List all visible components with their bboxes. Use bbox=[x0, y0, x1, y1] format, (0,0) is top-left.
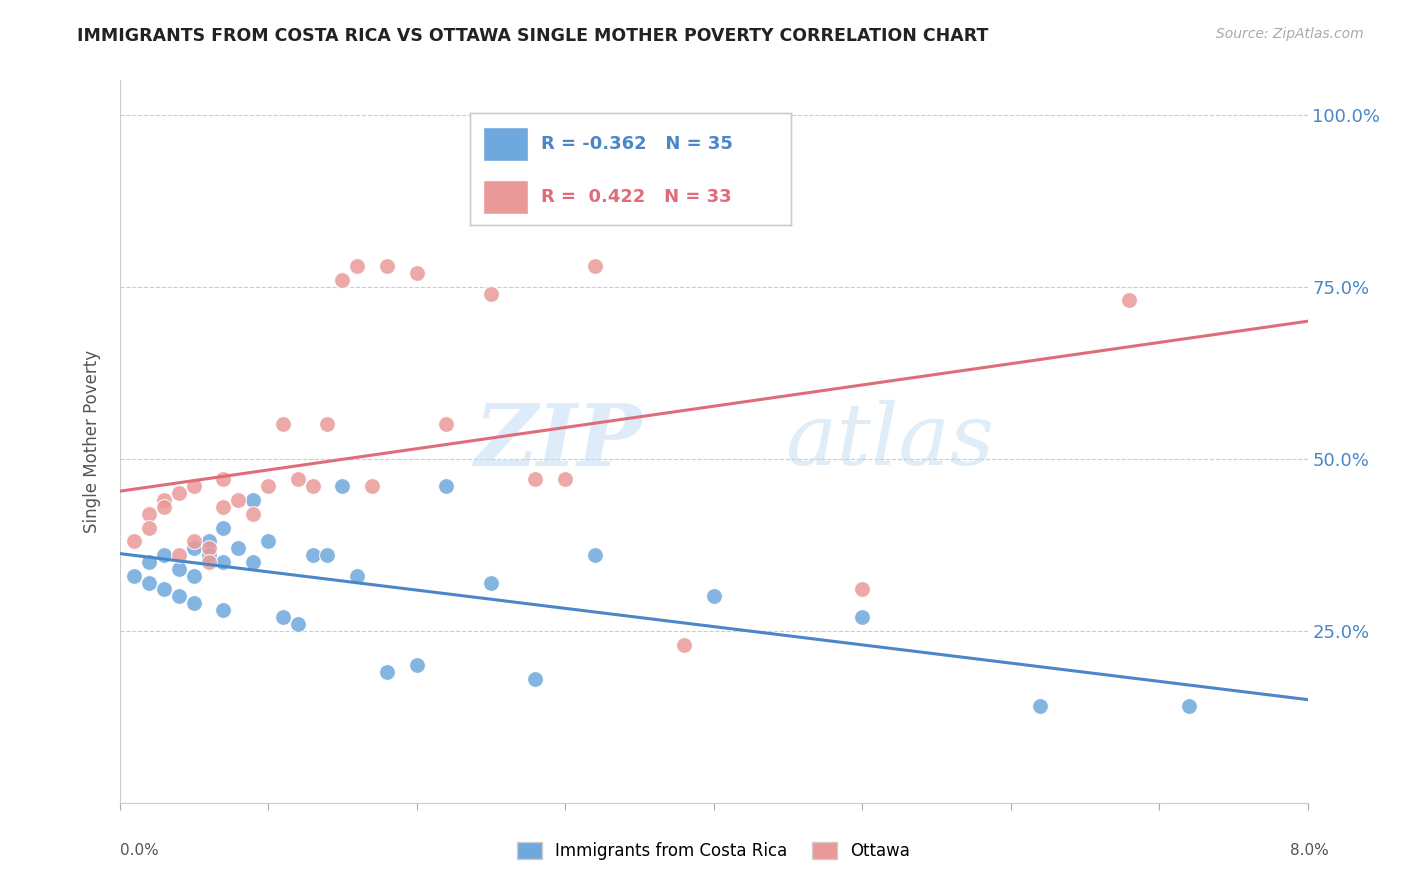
Point bbox=[479, 286, 502, 301]
Point bbox=[375, 665, 398, 679]
Point bbox=[167, 486, 190, 500]
Point bbox=[197, 534, 219, 549]
Point bbox=[301, 548, 323, 562]
Point bbox=[212, 555, 235, 569]
Point bbox=[124, 534, 146, 549]
Point bbox=[138, 575, 160, 590]
Point bbox=[851, 582, 873, 597]
Point bbox=[183, 568, 205, 582]
Point bbox=[434, 479, 457, 493]
Point bbox=[1118, 293, 1140, 308]
Point bbox=[183, 479, 205, 493]
Point bbox=[153, 548, 176, 562]
Point bbox=[301, 479, 323, 493]
Point bbox=[330, 273, 353, 287]
Point bbox=[316, 548, 339, 562]
Point bbox=[257, 479, 280, 493]
Point bbox=[228, 493, 250, 508]
Y-axis label: Single Mother Poverty: Single Mother Poverty bbox=[83, 350, 101, 533]
Text: atlas: atlas bbox=[785, 401, 994, 483]
Point bbox=[124, 568, 146, 582]
Point bbox=[405, 266, 427, 280]
Legend: Immigrants from Costa Rica, Ottawa: Immigrants from Costa Rica, Ottawa bbox=[510, 835, 917, 867]
Point bbox=[479, 575, 502, 590]
Point bbox=[346, 568, 368, 582]
Point bbox=[524, 472, 547, 486]
Point bbox=[183, 534, 205, 549]
Point bbox=[242, 555, 264, 569]
Point bbox=[138, 507, 160, 521]
Point bbox=[242, 493, 264, 508]
Point bbox=[1178, 699, 1201, 714]
Point bbox=[361, 479, 384, 493]
Point bbox=[197, 541, 219, 556]
Point bbox=[197, 548, 219, 562]
Point bbox=[212, 472, 235, 486]
Point bbox=[138, 555, 160, 569]
Point bbox=[212, 520, 235, 534]
Point bbox=[153, 493, 176, 508]
Point bbox=[524, 672, 547, 686]
Point bbox=[330, 479, 353, 493]
Point bbox=[703, 590, 725, 604]
Point bbox=[183, 541, 205, 556]
Point bbox=[583, 548, 606, 562]
Point bbox=[1029, 699, 1052, 714]
Point bbox=[242, 507, 264, 521]
Point bbox=[316, 417, 339, 432]
Text: Source: ZipAtlas.com: Source: ZipAtlas.com bbox=[1216, 27, 1364, 41]
Point bbox=[197, 555, 219, 569]
Point bbox=[554, 472, 576, 486]
Point bbox=[153, 500, 176, 514]
Point bbox=[153, 582, 176, 597]
Point bbox=[271, 417, 294, 432]
Text: 0.0%: 0.0% bbox=[120, 843, 159, 858]
Point bbox=[672, 638, 695, 652]
Point bbox=[167, 548, 190, 562]
Point bbox=[375, 259, 398, 273]
Point bbox=[287, 472, 309, 486]
Text: 8.0%: 8.0% bbox=[1289, 843, 1329, 858]
Text: ZIP: ZIP bbox=[474, 400, 643, 483]
Point bbox=[346, 259, 368, 273]
Point bbox=[287, 616, 309, 631]
Point bbox=[583, 259, 606, 273]
Point bbox=[167, 562, 190, 576]
Point bbox=[434, 417, 457, 432]
Point bbox=[167, 590, 190, 604]
Point bbox=[851, 610, 873, 624]
Point bbox=[271, 610, 294, 624]
Point bbox=[405, 658, 427, 673]
Point bbox=[212, 603, 235, 617]
Point bbox=[212, 500, 235, 514]
Point bbox=[228, 541, 250, 556]
Text: IMMIGRANTS FROM COSTA RICA VS OTTAWA SINGLE MOTHER POVERTY CORRELATION CHART: IMMIGRANTS FROM COSTA RICA VS OTTAWA SIN… bbox=[77, 27, 988, 45]
Point bbox=[183, 596, 205, 610]
Point bbox=[257, 534, 280, 549]
Point bbox=[138, 520, 160, 534]
